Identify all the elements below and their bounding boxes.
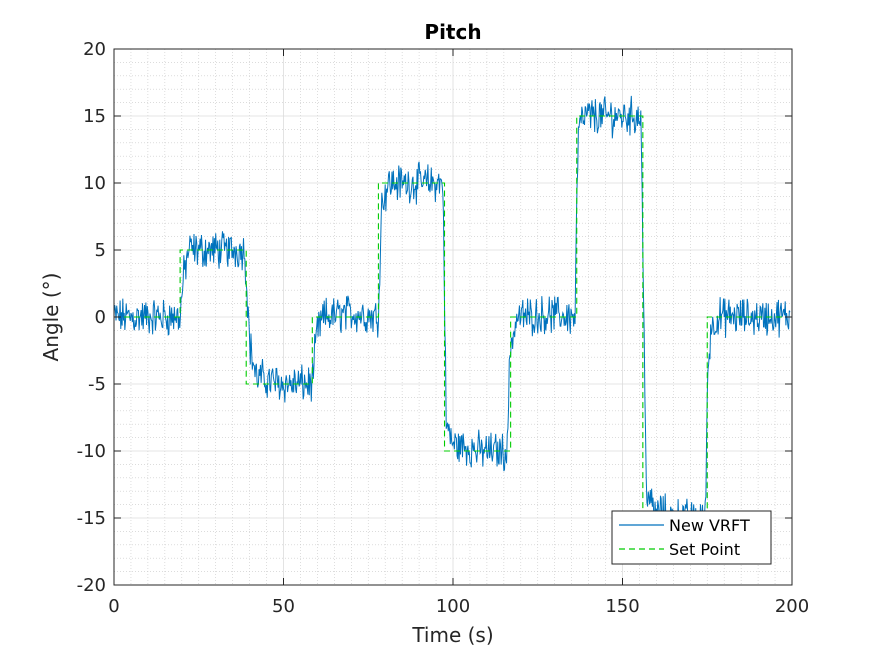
x-tick-label: 100	[436, 596, 470, 617]
x-tick-label: 200	[775, 596, 809, 617]
y-tick-label: -10	[77, 441, 106, 462]
y-axis-label: Angle (°)	[39, 273, 63, 362]
y-tick-label: 10	[83, 173, 106, 194]
y-tick-label: -15	[77, 508, 106, 529]
legend-label-set-point: Set Point	[669, 540, 740, 559]
tick-labels: 0 50 100 150 200 -20 -15 -10 -5 0 5 10 15 20	[77, 39, 810, 617]
axis-ticks	[113, 48, 793, 586]
x-tick-label: 50	[272, 596, 295, 617]
legend: New VRFT Set Point	[611, 510, 772, 565]
y-tick-label: -20	[77, 575, 106, 596]
series-line-set-point	[114, 115, 792, 519]
y-tick-label: 5	[95, 240, 106, 261]
x-tick-label: 150	[605, 596, 639, 617]
legend-label-new-vrft: New VRFT	[669, 516, 750, 535]
y-tick-label: -5	[88, 374, 106, 395]
y-tick-label: 0	[95, 307, 106, 328]
x-axis-label: Time (s)	[411, 623, 493, 647]
chart-title: Pitch	[424, 20, 481, 44]
x-tick-label: 0	[108, 596, 119, 617]
y-tick-label: 20	[83, 39, 106, 60]
legend-box	[611, 510, 772, 565]
y-tick-label: 15	[83, 106, 106, 127]
